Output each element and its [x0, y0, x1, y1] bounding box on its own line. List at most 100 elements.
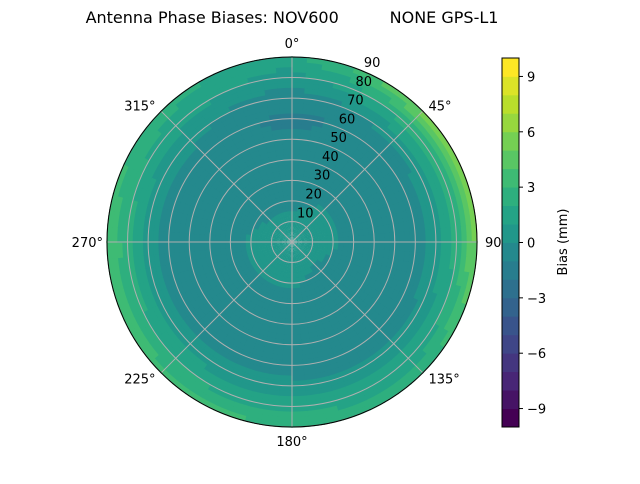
- contour-cell: [255, 238, 262, 243]
- contour-cell: [288, 220, 291, 227]
- contour-cell: [291, 195, 297, 202]
- contour-cell: [370, 98, 388, 112]
- contour-cell: [376, 355, 393, 370]
- contour-cell: [413, 152, 427, 169]
- contour-cell: [198, 241, 206, 251]
- contour-cell: [229, 147, 242, 159]
- contour-cell: [291, 123, 303, 130]
- contour-cell: [189, 195, 200, 208]
- contour-cell: [234, 358, 249, 369]
- contour-cell: [389, 155, 403, 169]
- contour-cell: [368, 367, 385, 381]
- contour-cell: [282, 138, 293, 145]
- contour-cell: [409, 313, 422, 329]
- contour-cell: [302, 264, 308, 271]
- contour-cell: [407, 297, 419, 313]
- contour-cell: [348, 236, 355, 243]
- contour-cell: [356, 375, 373, 388]
- contour-cell: [160, 138, 175, 155]
- contour-cell: [271, 128, 284, 136]
- colorbar-band: [502, 390, 519, 409]
- contour-cell: [435, 228, 442, 243]
- contour-cell: [152, 131, 167, 149]
- contour-cell: [183, 241, 190, 253]
- contour-cell: [385, 287, 396, 300]
- colorbar-band: [502, 187, 519, 206]
- contour-cell: [286, 251, 290, 258]
- contour-cell: [367, 195, 377, 206]
- contour-cell: [279, 195, 286, 203]
- contour-cell: [378, 85, 397, 100]
- contour-cell: [243, 59, 262, 69]
- contour-cell: [196, 98, 214, 112]
- contour-cell: [279, 270, 285, 278]
- contour-cell: [373, 94, 391, 108]
- contour-cell: [449, 164, 462, 184]
- contour-cell: [430, 326, 445, 344]
- contour-cell: [209, 234, 216, 243]
- contour-cell: [229, 230, 237, 238]
- contour-cell: [402, 174, 414, 189]
- contour-cell: [211, 351, 226, 364]
- contour-cell: [447, 148, 461, 167]
- contour-cell: [276, 258, 282, 265]
- contour-cell: [371, 314, 384, 327]
- contour-cell: [217, 76, 235, 89]
- contour-cell: [291, 71, 308, 79]
- contour-cell: [380, 187, 391, 200]
- contour-cell: [352, 67, 372, 80]
- contour-cell: [245, 334, 258, 345]
- contour-cell: [297, 302, 305, 310]
- contour-cell: [184, 388, 203, 404]
- contour-cell: [264, 254, 272, 261]
- contour-cell: [279, 307, 287, 315]
- contour-cell: [221, 115, 237, 127]
- contour-cell: [431, 293, 443, 311]
- contour-cell: [287, 288, 293, 295]
- contour-cell: [270, 243, 277, 246]
- contour-cell: [252, 132, 265, 141]
- contour-cell: [126, 226, 134, 243]
- contour-cell: [196, 332, 210, 346]
- contour-cell: [173, 148, 187, 164]
- contour-cell: [370, 328, 384, 342]
- contour-cell: [196, 138, 210, 152]
- contour-cell: [318, 79, 336, 89]
- contour-cell: [193, 187, 204, 200]
- contour-cell: [337, 410, 357, 422]
- contour-cell: [370, 202, 380, 213]
- contour-cell: [112, 287, 124, 307]
- contour-cell: [124, 269, 134, 287]
- contour-cell: [287, 189, 293, 196]
- contour-cell: [440, 267, 450, 285]
- contour-cell: [318, 338, 330, 347]
- contour-cell: [296, 236, 302, 240]
- contour-cell: [266, 232, 273, 237]
- contour-cell: [404, 231, 411, 243]
- contour-cell: [168, 323, 183, 339]
- contour-cell: [165, 184, 176, 199]
- contour-cell: [157, 241, 165, 255]
- contour-cell: [191, 355, 208, 370]
- contour-cell: [306, 234, 313, 239]
- contour-cell: [291, 339, 302, 346]
- contour-cell: [307, 253, 314, 260]
- contour-cell: [300, 233, 307, 238]
- contour-cell: [204, 310, 217, 323]
- contour-cell: [211, 96, 228, 109]
- colorbar-band: [502, 242, 519, 262]
- contour-cell: [260, 239, 267, 243]
- contour-cell: [378, 241, 386, 251]
- contour-cell: [389, 182, 400, 195]
- contour-cell: [306, 245, 313, 250]
- contour-cell: [333, 353, 348, 364]
- contour-cell: [384, 298, 396, 311]
- contour-cell: [177, 318, 191, 333]
- contour-cell: [139, 121, 155, 140]
- contour-cell: [284, 313, 293, 320]
- contour-cell: [279, 169, 287, 177]
- contour-cell: [411, 117, 427, 134]
- contour-cell: [297, 228, 302, 234]
- contour-cell: [234, 82, 252, 93]
- contour-cell: [402, 198, 412, 213]
